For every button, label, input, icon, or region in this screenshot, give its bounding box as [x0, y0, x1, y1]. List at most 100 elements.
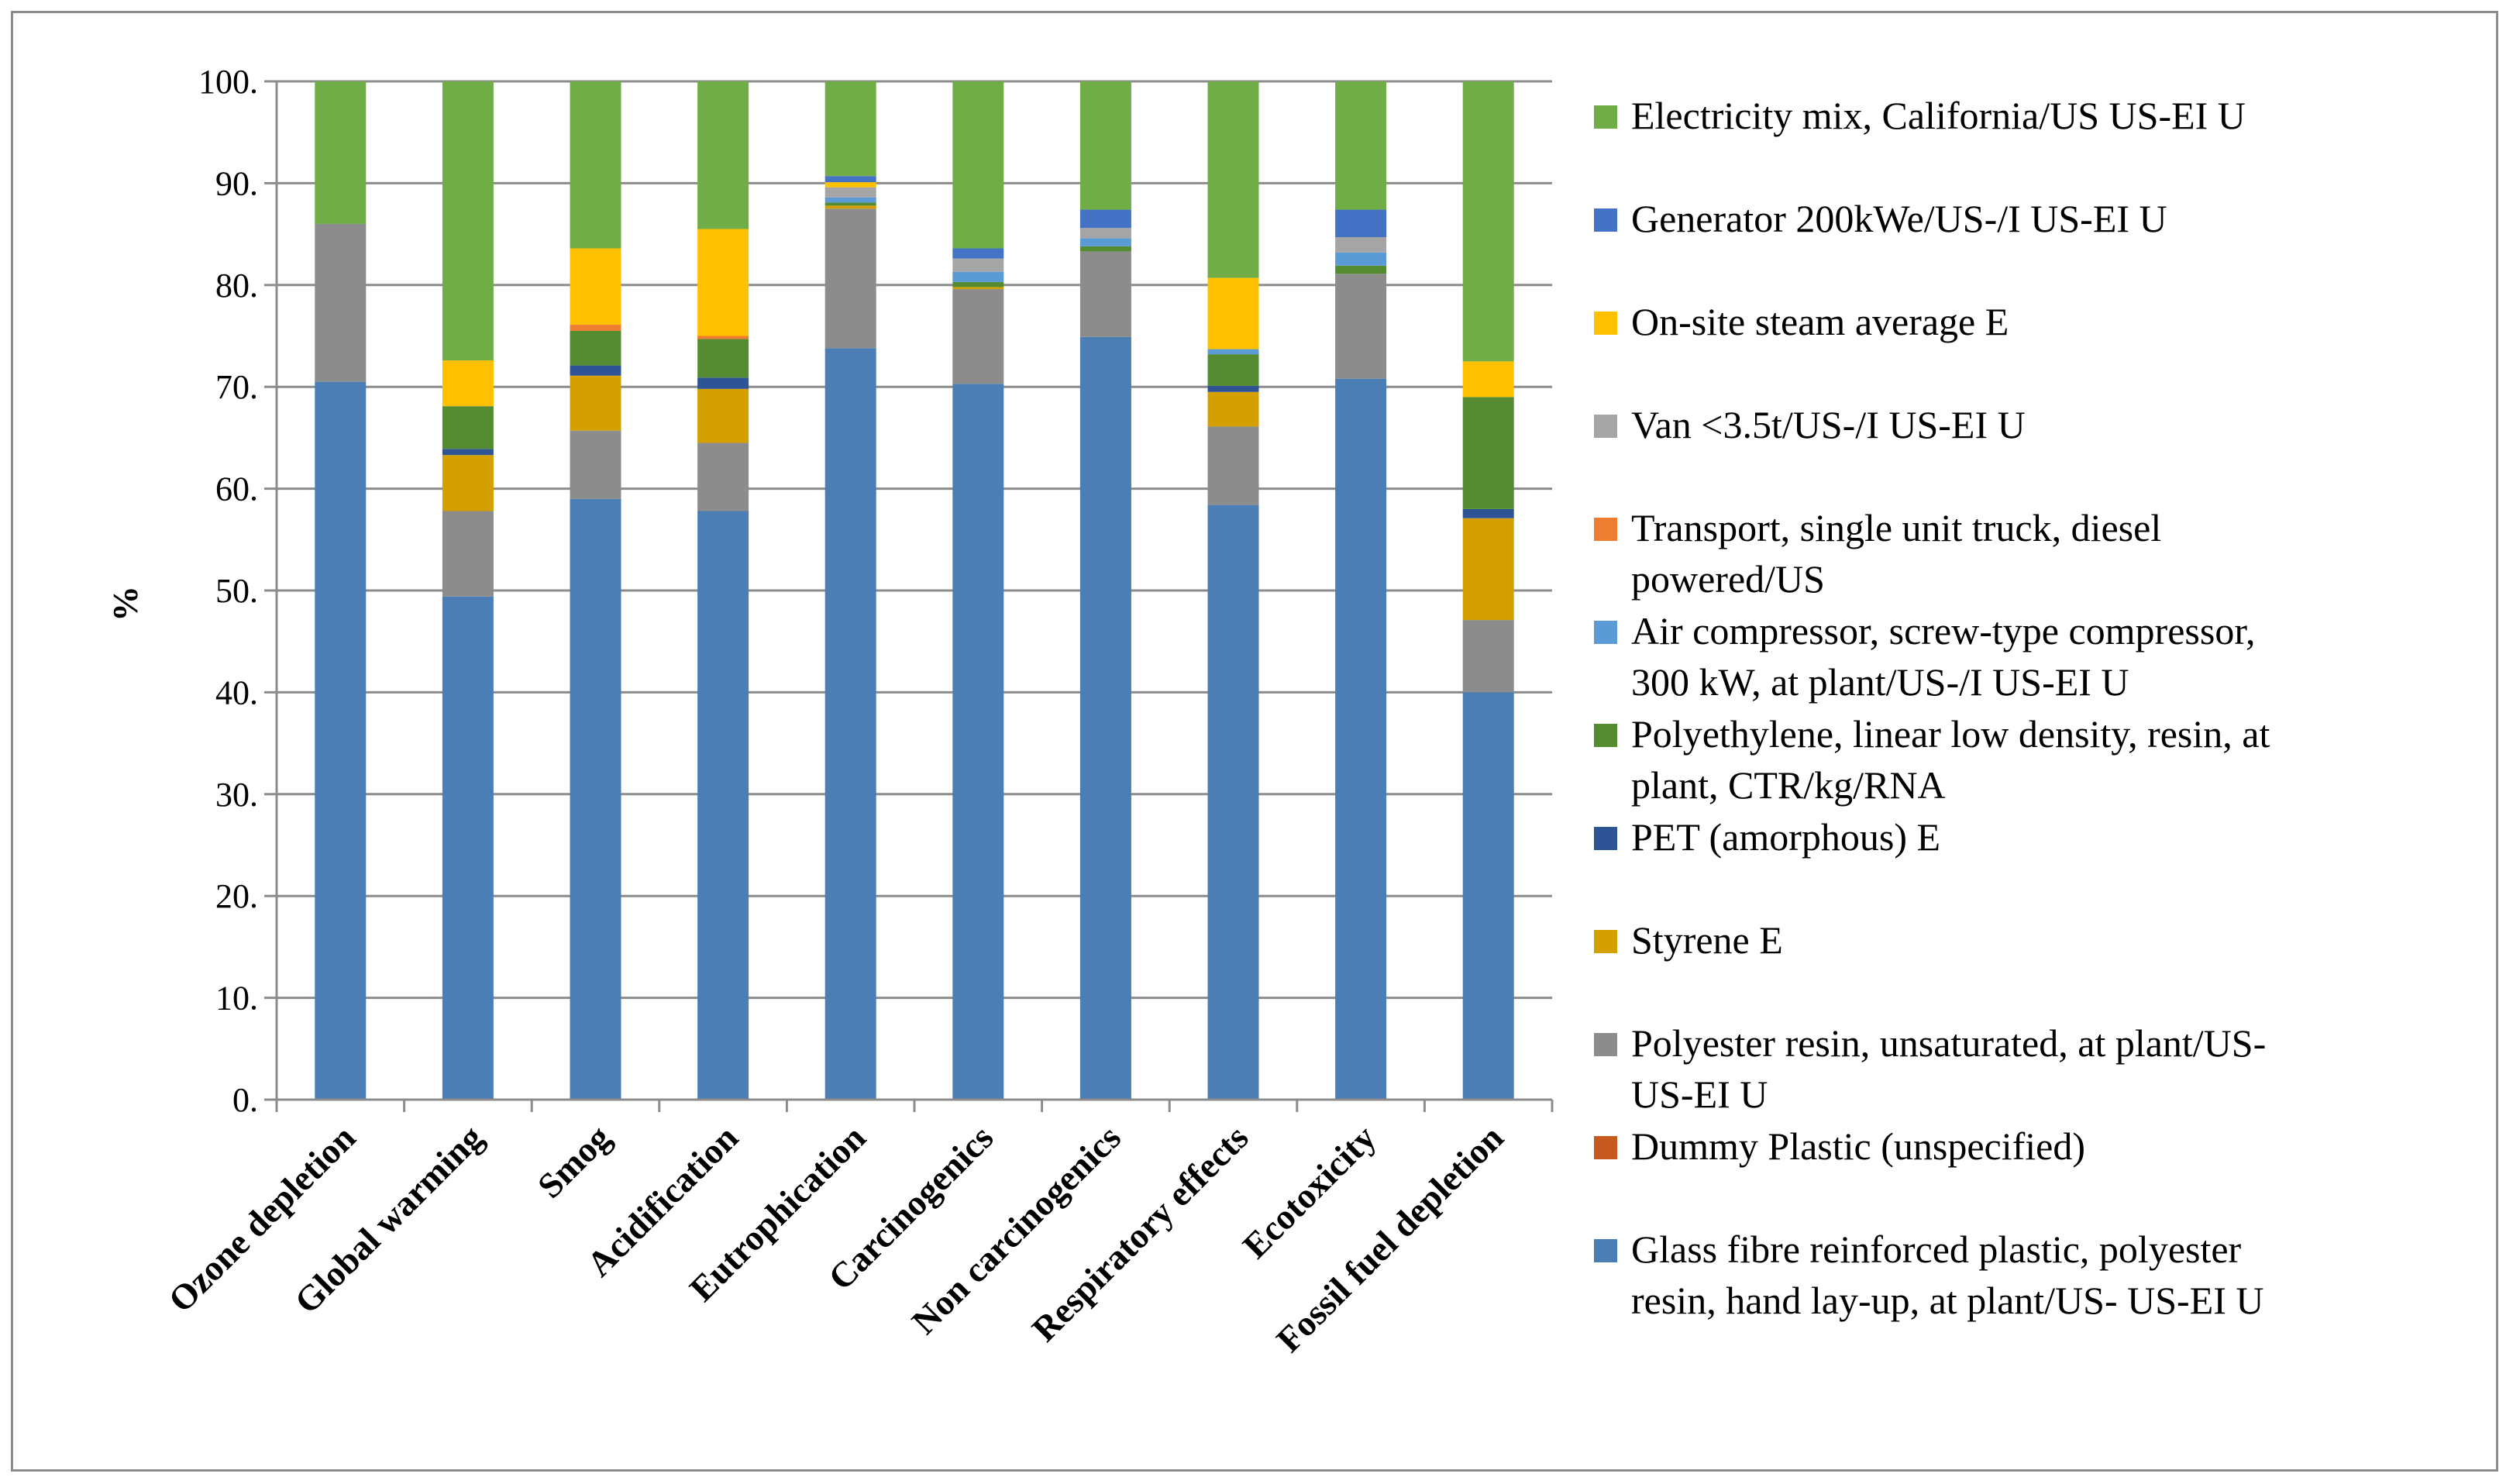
x-tick-label: Fossil fuel depletion	[1269, 1117, 1511, 1360]
bar-segment	[442, 596, 494, 1100]
bar-segment	[952, 271, 1004, 282]
bar-segment	[697, 377, 749, 389]
legend-swatch	[1594, 827, 1617, 850]
bar-segment	[570, 498, 621, 1100]
y-tick-label: 60.	[215, 470, 258, 508]
bar-segment	[315, 223, 367, 382]
y-tick-label: 80.	[215, 267, 258, 305]
bar-segment	[1335, 252, 1387, 266]
bar-segment	[570, 375, 621, 431]
axes	[264, 80, 1554, 1112]
bar-segment	[1462, 361, 1514, 398]
bar-segment	[1335, 274, 1387, 379]
bar-segment	[697, 229, 749, 336]
bar-segment	[1079, 209, 1131, 229]
bar-segment	[697, 81, 749, 229]
bar-segment	[824, 176, 876, 183]
bar-segment	[697, 339, 749, 378]
bar-segment	[1335, 378, 1387, 1100]
bars	[315, 81, 1514, 1100]
legend-label: Polyethylene, linear low density, resin,…	[1631, 712, 2270, 756]
legend-swatch	[1594, 208, 1617, 232]
bar-segment	[442, 406, 494, 449]
bar-segment	[697, 511, 749, 1100]
bar-segment	[824, 187, 876, 198]
y-tick-label: 100.	[198, 63, 258, 101]
bar-segment	[1207, 504, 1259, 1100]
legend-label: 300 kW, at plant/US-/I US-EI U	[1631, 660, 2129, 704]
y-tick-label: 40.	[215, 673, 258, 711]
x-tick-label: Smog	[530, 1117, 618, 1206]
bar-segment	[1207, 354, 1259, 386]
bar-segment	[1462, 397, 1514, 509]
bar-segment	[1335, 237, 1387, 253]
legend-label: resin, hand lay-up, at plant/US- US-EI U	[1631, 1279, 2264, 1322]
legend-swatch	[1594, 930, 1617, 953]
x-tick-label: Respiratory effects	[1024, 1117, 1256, 1349]
bar-segment	[442, 81, 494, 361]
legend: Electricity mix, California/US US-EI U Ge…	[1594, 94, 2270, 1322]
chart-frame: 0. 10. 20. 30. 40. 50. 60. 70. 80. 90. 100. Ozone d…	[11, 11, 2498, 1472]
legend-label: PET (amorphous) E	[1631, 815, 1940, 859]
bar-segment	[697, 442, 749, 511]
legend-label: Generator 200kWe/US-/I US-EI U	[1631, 197, 2167, 240]
legend-label: Styrene E	[1631, 918, 1783, 962]
stacked-bar-chart: 0.10.20.30.40.50.60.70.80.90.100.Ozone d…	[105, 63, 2270, 1360]
legend-swatch	[1594, 724, 1617, 747]
bar-segment	[1207, 81, 1259, 278]
legend-swatch	[1594, 1136, 1617, 1159]
bar-segment	[1207, 391, 1259, 427]
bar-segment	[697, 388, 749, 443]
legend-swatch	[1594, 105, 1617, 129]
bar-segment	[952, 281, 1004, 288]
legend-label: Dummy Plastic (unspecified)	[1631, 1124, 2085, 1168]
bar-segment	[952, 258, 1004, 272]
bar-segment	[952, 384, 1004, 1100]
bar-segment	[1462, 81, 1514, 362]
legend-swatch	[1594, 621, 1617, 644]
y-tick-label: 30.	[215, 776, 258, 814]
bar-segment	[442, 455, 494, 511]
legend-label: Glass fibre reinforced plastic, polyeste…	[1631, 1227, 2242, 1271]
bar-segment	[570, 248, 621, 325]
y-tick-label: 10.	[215, 980, 258, 1017]
bar-segment	[1079, 336, 1131, 1100]
legend-label: plant, CTR/kg/RNA	[1631, 763, 1946, 807]
bar-segment	[1079, 251, 1131, 337]
x-tick-label: Non carcinogenics	[904, 1117, 1128, 1341]
bar-segment	[1207, 277, 1259, 349]
bar-segment	[1079, 246, 1131, 252]
y-tick-label: 90.	[215, 164, 258, 202]
bar-segment	[1462, 620, 1514, 693]
bar-segment	[952, 248, 1004, 259]
y-tick-label: 20.	[215, 877, 258, 915]
bar-segment	[442, 449, 494, 456]
bar-segment	[824, 202, 876, 206]
bar-segment	[570, 330, 621, 366]
legend-label: powered/US	[1631, 557, 1825, 601]
bar-segment	[824, 182, 876, 188]
legend-label: Van <3.5t/US-/I US-EI U	[1631, 403, 2026, 446]
bar-segment	[1335, 81, 1387, 210]
legend-label: Air compressor, screw-type compressor,	[1631, 609, 2255, 652]
legend-label: On-site steam average E	[1631, 300, 2009, 343]
bar-segment	[1462, 692, 1514, 1100]
bar-segment	[1079, 81, 1131, 210]
bar-segment	[952, 289, 1004, 384]
bar-segment	[824, 208, 876, 349]
bar-segment	[1079, 238, 1131, 246]
legend-swatch	[1594, 1033, 1617, 1056]
bar-segment	[315, 381, 367, 1100]
legend-swatch	[1594, 518, 1617, 541]
bar-segment	[442, 360, 494, 407]
bar-segment	[1462, 508, 1514, 518]
y-axis-label: %	[105, 586, 145, 621]
y-tick-label: 50.	[215, 572, 258, 610]
bar-segment	[315, 81, 367, 224]
bar-segment	[1079, 228, 1131, 239]
bar-segment	[1462, 518, 1514, 621]
legend-label: Transport, single unit truck, diesel	[1631, 506, 2161, 549]
legend-swatch	[1594, 1239, 1617, 1262]
bar-segment	[824, 81, 876, 177]
bar-segment	[1207, 426, 1259, 505]
